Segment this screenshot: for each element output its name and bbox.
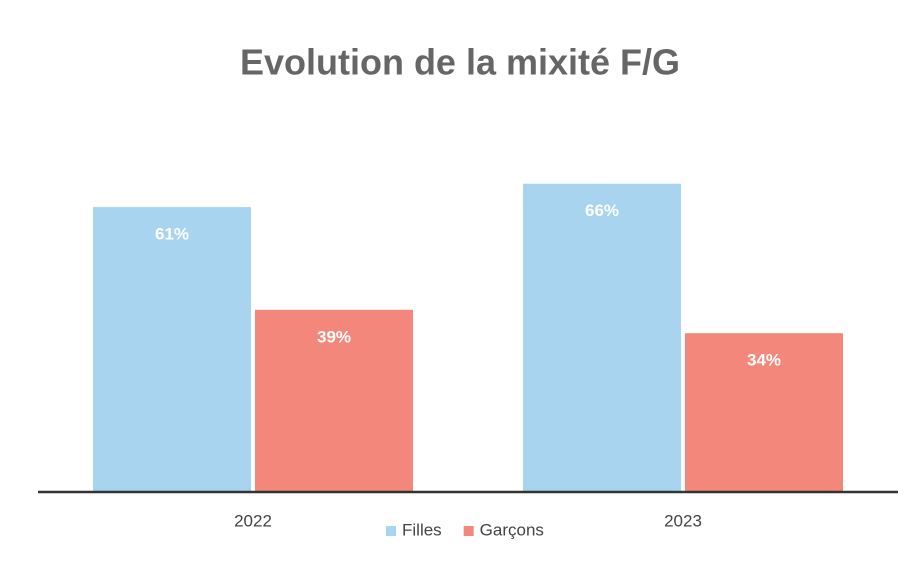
legend-swatch: [386, 526, 396, 536]
value-label: 66%: [585, 201, 619, 220]
x-tick-label: 2022: [234, 511, 272, 530]
value-label: 34%: [747, 351, 781, 370]
chart-title: Evolution de la mixité F/G: [240, 42, 680, 83]
legend-swatch: [463, 526, 474, 536]
value-label: 61%: [155, 225, 189, 244]
bar: [93, 207, 251, 493]
x-tick-label: 2023: [664, 511, 702, 530]
legend-label: Garçons: [480, 520, 544, 539]
legend-label: Filles: [402, 520, 442, 539]
bar: [685, 333, 843, 492]
bar: [523, 183, 681, 492]
bar: [255, 309, 413, 492]
value-label: 39%: [317, 327, 351, 346]
